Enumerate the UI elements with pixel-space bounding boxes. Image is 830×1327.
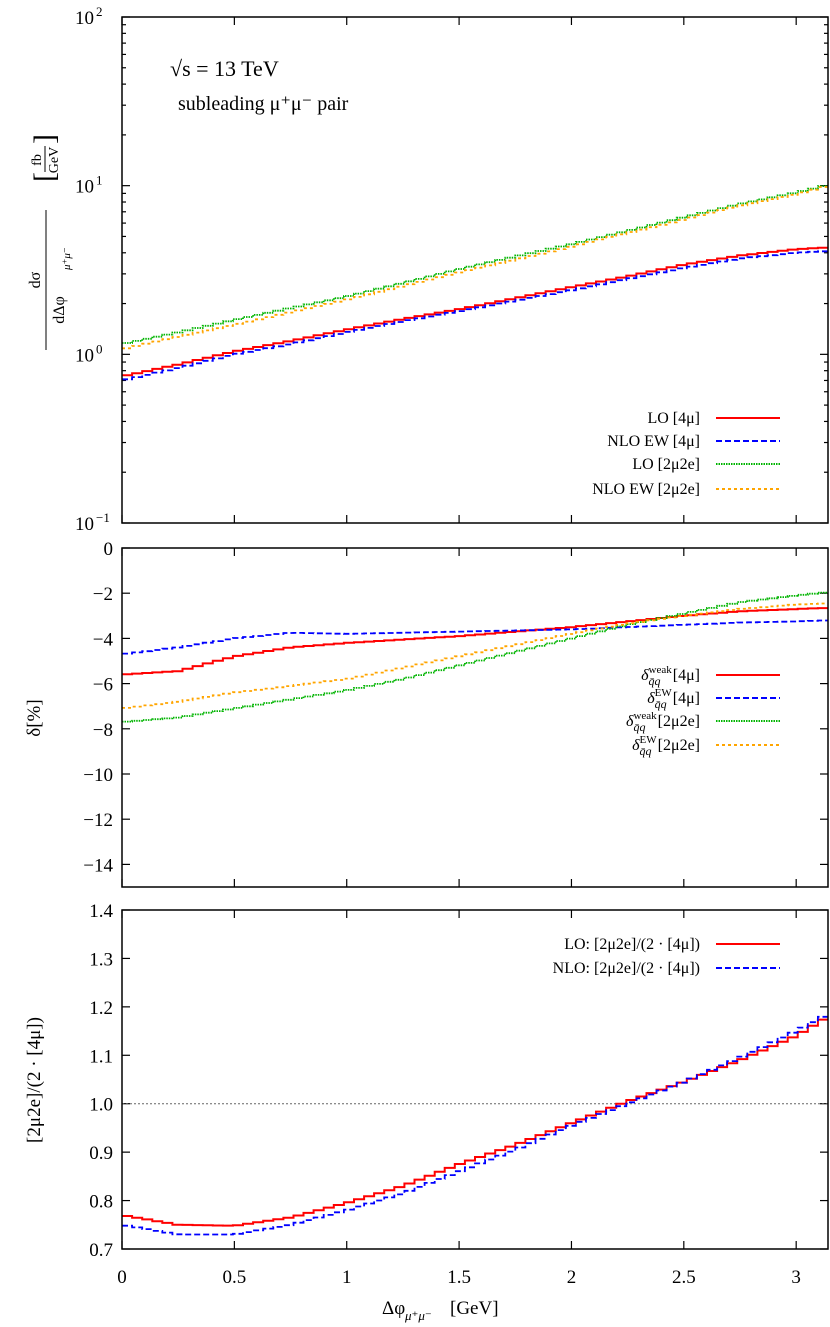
series-line-1 bbox=[122, 250, 828, 381]
y-tick-exponent: 2 bbox=[96, 4, 103, 19]
y-tick-label: −8 bbox=[93, 720, 113, 741]
series-line-3 bbox=[122, 186, 828, 350]
bracket-right: ] bbox=[28, 134, 61, 144]
x-axis-label-sub: μ⁺μ⁻ bbox=[404, 1308, 432, 1323]
y-tick-label: −12 bbox=[83, 810, 113, 831]
legend-superscript: EW bbox=[640, 734, 658, 746]
legend-label: LO [2μ2e] bbox=[632, 456, 700, 473]
y-tick-label: −14 bbox=[83, 855, 113, 876]
y-tick-label: 0.7 bbox=[89, 1240, 113, 1261]
y-axis-label: δ[%] bbox=[24, 699, 45, 736]
plot-frame bbox=[121, 547, 829, 888]
legend-tag: [4μ] bbox=[673, 690, 700, 707]
y-tick-label: 0.8 bbox=[89, 1192, 113, 1213]
legend-label: LO: [2μ2e]/(2 · [4μ]) bbox=[564, 936, 700, 953]
annotation-pair: subleading μ⁺μ⁻ pair bbox=[178, 93, 349, 115]
y-tick-label: −4 bbox=[93, 629, 114, 650]
x-axis-label-unit: [GeV] bbox=[450, 1298, 499, 1319]
y-tick-label: 1.1 bbox=[89, 1046, 113, 1067]
y-tick-label: 1.2 bbox=[89, 998, 113, 1019]
legend-subscript: q̄q bbox=[655, 697, 667, 711]
x-axis-label: Δφ bbox=[382, 1298, 405, 1319]
annotation-energy: √s = 13 TeV bbox=[170, 56, 279, 81]
y-label-numerator: dσ bbox=[27, 271, 44, 288]
y-tick-label: 1.0 bbox=[89, 1095, 113, 1116]
y-tick-label: 10 bbox=[75, 514, 94, 535]
y-label-denominator: dΔφ bbox=[51, 296, 68, 324]
y-tick-base: 10 bbox=[75, 345, 94, 366]
y-tick-label: 0 bbox=[104, 539, 114, 560]
legend-subscript: q̄q bbox=[649, 674, 661, 688]
bracket-left: [ bbox=[28, 172, 61, 182]
y-tick-label: −10 bbox=[83, 765, 113, 786]
panel-1: 0−2−4−6−8−10−12−14[4μ]weakq̄qδ[4μ]EWq̄qδ… bbox=[83, 539, 829, 888]
legend-label: NLO: [2μ2e]/(2 · [4μ]) bbox=[553, 960, 700, 977]
legend-symbol: δ bbox=[626, 713, 634, 730]
x-tick-label: 1 bbox=[342, 1267, 352, 1288]
y-label-unit-den: GeV bbox=[47, 147, 62, 173]
series-line-0 bbox=[122, 246, 828, 377]
y-tick-exponent: 0 bbox=[96, 341, 103, 356]
x-tick-label: 0.5 bbox=[222, 1267, 246, 1288]
series-line-2 bbox=[122, 185, 828, 344]
x-tick-label: 0 bbox=[117, 1267, 127, 1288]
legend-tag: [4μ] bbox=[673, 667, 700, 684]
series-line-0 bbox=[122, 1018, 828, 1227]
series-line-0 bbox=[122, 607, 828, 676]
y-tick-label: 0.9 bbox=[89, 1143, 113, 1164]
panel-2: 0 0.5 1 1.5 2 2.5 3 0.7 0.8 0.9 1.0 1.1 1.2 1.3 1.4 LO:… bbox=[89, 901, 829, 1288]
legend-superscript: weak bbox=[633, 710, 657, 722]
y-tick-label: −2 bbox=[93, 584, 113, 605]
y-label-denominator-sub: μ⁺μ⁻ bbox=[61, 247, 73, 271]
y-tick-exponent: −1 bbox=[96, 510, 110, 525]
y-axis-label: [2μ2e]/(2 · [4μ]) bbox=[24, 1017, 45, 1143]
legend-tag: [2μ2e] bbox=[658, 737, 700, 754]
series-line-2 bbox=[122, 591, 828, 723]
y-label-unit-num: fb bbox=[30, 154, 45, 166]
x-tick-label: 3 bbox=[791, 1267, 801, 1288]
y-tick-label: −6 bbox=[93, 675, 113, 696]
series-line-3 bbox=[122, 602, 828, 709]
y-tick-label: 10 bbox=[75, 8, 94, 29]
legend-symbol: δ bbox=[641, 667, 649, 684]
legend-subscript: q̄q bbox=[640, 744, 652, 758]
y-tick-exponent: 1 bbox=[96, 173, 103, 188]
series-line-1 bbox=[122, 1015, 828, 1236]
y-tick-label: 10 bbox=[75, 345, 94, 366]
series-line-1 bbox=[122, 619, 828, 655]
legend-superscript: weak bbox=[649, 664, 673, 676]
y-tick-base: 10 bbox=[75, 177, 94, 198]
y-tick-label: 1.3 bbox=[89, 949, 113, 970]
legend-subscript: q̄q bbox=[633, 720, 645, 734]
legend-symbol: δ bbox=[647, 690, 655, 707]
legend-symbol: δ bbox=[632, 737, 640, 754]
y-tick-base: 10 bbox=[75, 514, 94, 535]
legend-tag: [2μ2e] bbox=[658, 713, 700, 730]
y-tick-label: 1.4 bbox=[89, 901, 113, 922]
x-tick-label: 1.5 bbox=[447, 1267, 471, 1288]
x-tick-label: 2.5 bbox=[672, 1267, 696, 1288]
plot-frame bbox=[121, 16, 829, 524]
plot-frame bbox=[121, 909, 829, 1250]
legend-superscript: EW bbox=[655, 687, 673, 699]
y-tick-base: 10 bbox=[75, 8, 94, 29]
y-tick-label: 10 bbox=[75, 177, 94, 198]
legend-label: LO [4μ] bbox=[647, 410, 700, 427]
legend-label: NLO EW [4μ] bbox=[607, 433, 700, 450]
x-tick-label: 2 bbox=[567, 1267, 577, 1288]
legend-label: NLO EW [2μ2e] bbox=[592, 481, 700, 498]
